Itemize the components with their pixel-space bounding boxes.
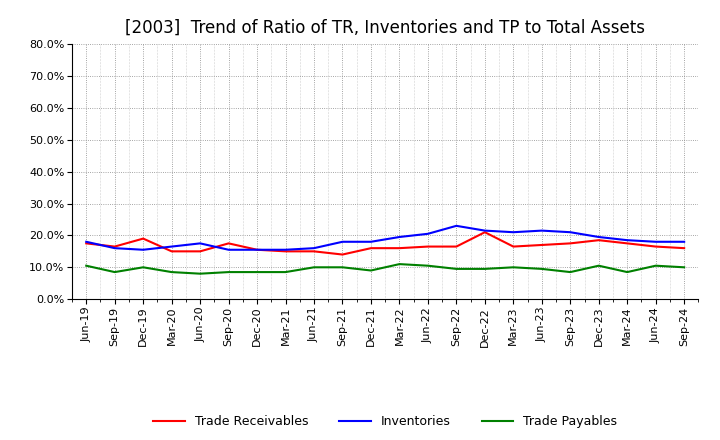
Trade Payables [282, 269, 290, 275]
Inventories [139, 247, 148, 253]
Inventories [225, 247, 233, 253]
Inventories [110, 246, 119, 251]
Line: Inventories: Inventories [86, 226, 684, 250]
Inventories [623, 238, 631, 243]
Trade Payables [623, 269, 631, 275]
Inventories [338, 239, 347, 245]
Trade Receivables [395, 246, 404, 251]
Inventories [595, 235, 603, 240]
Trade Payables [423, 263, 432, 268]
Inventories [282, 247, 290, 253]
Inventories [680, 239, 688, 245]
Trade Receivables [139, 236, 148, 241]
Inventories [423, 231, 432, 236]
Inventories [452, 223, 461, 228]
Trade Payables [225, 269, 233, 275]
Title: [2003]  Trend of Ratio of TR, Inventories and TP to Total Assets: [2003] Trend of Ratio of TR, Inventories… [125, 19, 645, 37]
Trade Payables [338, 265, 347, 270]
Line: Trade Payables: Trade Payables [86, 264, 684, 274]
Trade Receivables [423, 244, 432, 249]
Trade Payables [253, 269, 261, 275]
Inventories [652, 239, 660, 245]
Trade Receivables [566, 241, 575, 246]
Inventories [366, 239, 375, 245]
Trade Receivables [338, 252, 347, 257]
Inventories [310, 246, 318, 251]
Trade Payables [139, 265, 148, 270]
Legend: Trade Receivables, Inventories, Trade Payables: Trade Receivables, Inventories, Trade Pa… [148, 411, 622, 433]
Trade Payables [82, 263, 91, 268]
Trade Payables [680, 265, 688, 270]
Trade Payables [110, 269, 119, 275]
Trade Receivables [282, 249, 290, 254]
Inventories [395, 235, 404, 240]
Trade Receivables [652, 244, 660, 249]
Inventories [196, 241, 204, 246]
Line: Trade Receivables: Trade Receivables [86, 232, 684, 254]
Trade Payables [395, 261, 404, 267]
Trade Receivables [680, 246, 688, 251]
Trade Receivables [253, 247, 261, 253]
Inventories [537, 228, 546, 233]
Trade Receivables [196, 249, 204, 254]
Inventories [509, 230, 518, 235]
Trade Receivables [366, 246, 375, 251]
Trade Receivables [480, 230, 489, 235]
Trade Payables [595, 263, 603, 268]
Trade Payables [196, 271, 204, 276]
Trade Receivables [509, 244, 518, 249]
Trade Payables [537, 266, 546, 271]
Trade Receivables [310, 249, 318, 254]
Trade Receivables [82, 241, 91, 246]
Trade Receivables [452, 244, 461, 249]
Trade Payables [652, 263, 660, 268]
Trade Payables [167, 269, 176, 275]
Inventories [167, 244, 176, 249]
Trade Receivables [595, 238, 603, 243]
Inventories [82, 239, 91, 245]
Trade Receivables [225, 241, 233, 246]
Trade Receivables [537, 242, 546, 248]
Trade Payables [566, 269, 575, 275]
Trade Receivables [110, 244, 119, 249]
Trade Payables [509, 265, 518, 270]
Trade Payables [452, 266, 461, 271]
Inventories [253, 247, 261, 253]
Trade Payables [480, 266, 489, 271]
Trade Payables [366, 268, 375, 273]
Trade Receivables [623, 241, 631, 246]
Trade Receivables [167, 249, 176, 254]
Trade Payables [310, 265, 318, 270]
Inventories [566, 230, 575, 235]
Inventories [480, 228, 489, 233]
